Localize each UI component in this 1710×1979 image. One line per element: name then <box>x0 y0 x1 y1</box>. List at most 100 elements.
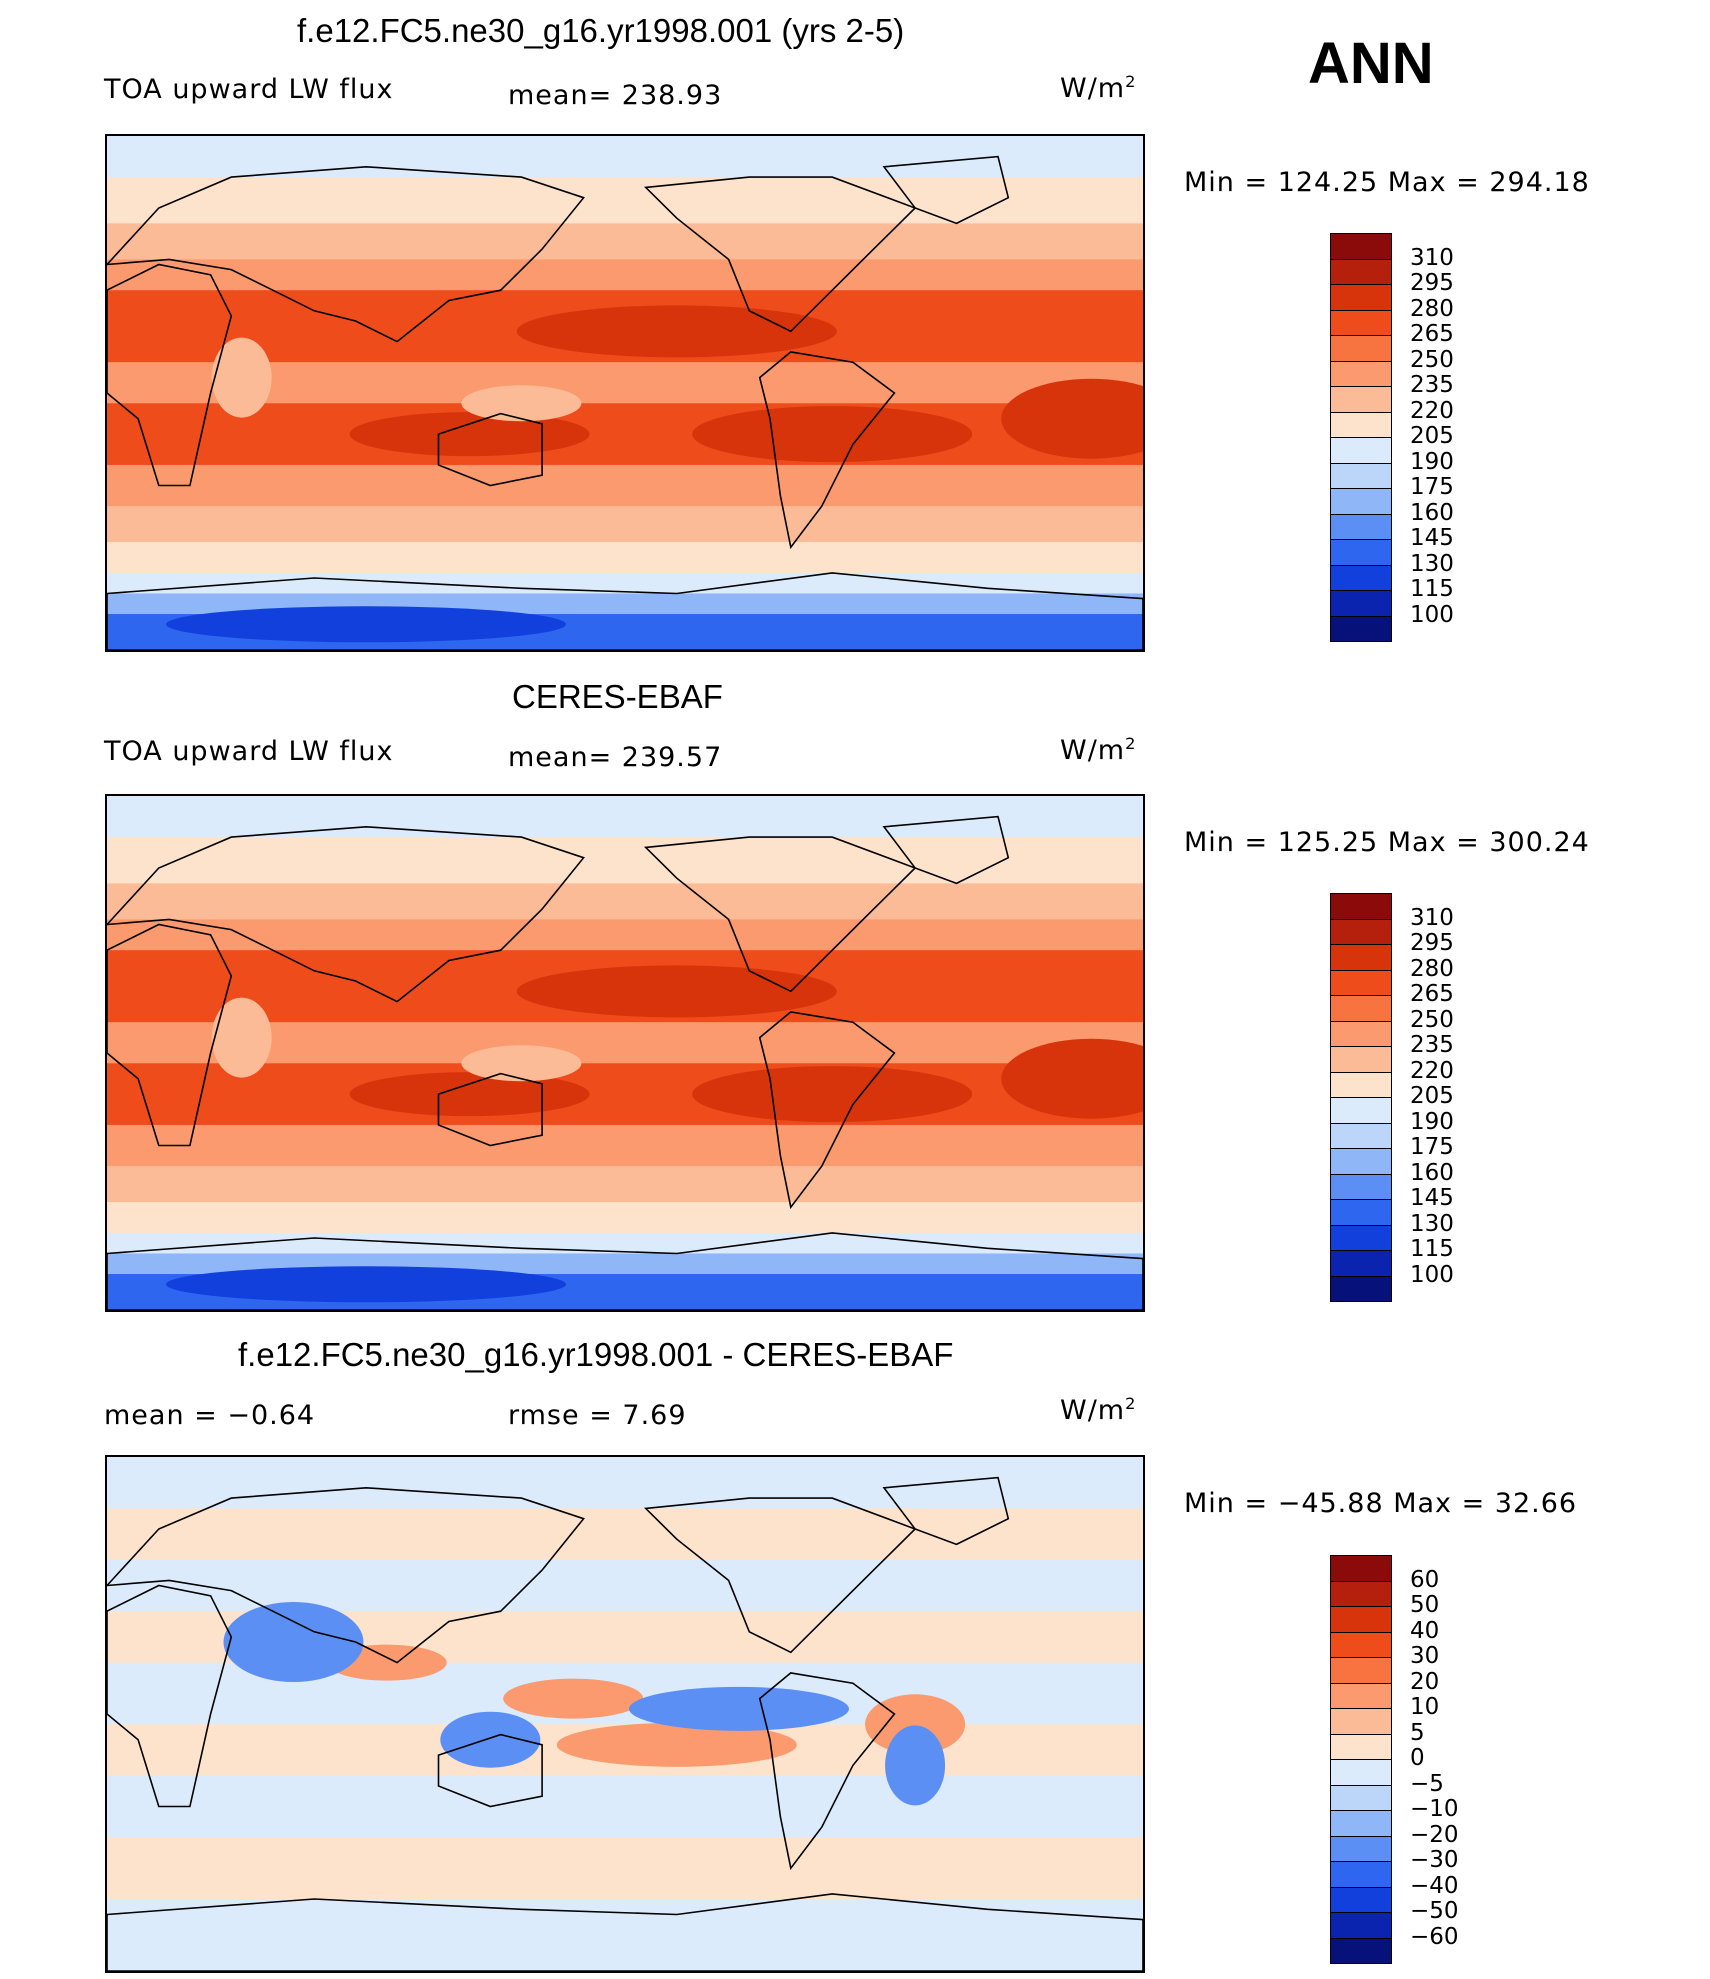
colorbar-swatch <box>1330 1657 1392 1683</box>
map-cool-blob <box>211 997 272 1078</box>
coastline <box>882 1476 1010 1546</box>
colorbar-swatch <box>1330 437 1392 463</box>
colorbar-tick-label: 0 <box>1410 1745 1425 1771</box>
coastline <box>107 165 585 343</box>
colorbar-swatch <box>1330 539 1392 565</box>
panel3-colorbar <box>1330 1555 1392 1964</box>
panel2-title: CERES-EBAF <box>512 678 723 715</box>
colorbar-tick-label: 160 <box>1410 499 1454 526</box>
map-color-band <box>107 464 1143 508</box>
panel2-map <box>105 794 1145 1312</box>
map-color-band <box>107 1837 1143 1901</box>
colorbar-tick-label: 115 <box>1410 1236 1454 1262</box>
map-color-band <box>107 1124 1143 1168</box>
map-negative-anomaly <box>440 1711 541 1768</box>
panel3-map <box>105 1455 1145 1973</box>
map-color-band <box>107 837 1143 885</box>
panel3-rmse-label: rmse = 7.69 <box>508 1400 687 1431</box>
map-negative-anomaly <box>885 1725 946 1806</box>
colorbar-swatch <box>1330 1835 1392 1861</box>
panel2-mean-label: mean= 239.57 <box>508 742 723 773</box>
colorbar-tick-label: 5 <box>1410 1719 1425 1746</box>
colorbar-swatch <box>1330 1759 1392 1785</box>
colorbar-swatch <box>1330 893 1392 919</box>
colorbar-tick-label: 265 <box>1410 981 1454 1007</box>
map-negative-anomaly <box>628 1686 849 1731</box>
season-label: ANN <box>1308 31 1434 96</box>
colorbar-swatch <box>1330 1020 1392 1046</box>
colorbar-swatch <box>1330 488 1392 514</box>
colorbar-swatch <box>1330 1173 1392 1199</box>
colorbar-swatch <box>1330 309 1392 335</box>
colorbar-swatch <box>1330 564 1392 590</box>
map-positive-anomaly <box>503 1678 644 1719</box>
colorbar-tick-label: 205 <box>1410 1083 1454 1109</box>
colorbar-swatch <box>1330 1682 1392 1708</box>
panel3-minmax: Min = −45.88 Max = 32.66 <box>1184 1488 1578 1519</box>
map-color-band <box>107 1457 1143 1510</box>
colorbar-tick-label: 10 <box>1410 1694 1440 1720</box>
colorbar-tick-label: 160 <box>1410 1159 1454 1186</box>
colorbar-swatch <box>1330 1784 1392 1810</box>
map-color-band <box>107 1063 1143 1126</box>
colorbar-tick-label: −20 <box>1410 1821 1459 1848</box>
coastline <box>107 1584 233 1808</box>
coastline <box>107 1486 585 1664</box>
colorbar-tick-label: −60 <box>1410 1923 1459 1950</box>
colorbar-tick-label: 310 <box>1410 244 1454 271</box>
colorbar-swatch <box>1330 1886 1392 1912</box>
map-cool-blob <box>211 337 272 418</box>
colorbar-tick-label: 130 <box>1410 1210 1454 1237</box>
coastline <box>107 263 233 487</box>
map-color-band <box>107 1202 1143 1234</box>
colorbar-tick-label: 100 <box>1410 1261 1454 1288</box>
map-positive-anomaly <box>865 1694 966 1755</box>
coastline <box>437 1072 543 1147</box>
colorbar-swatch <box>1330 411 1392 437</box>
colorbar-tick-label: 280 <box>1410 295 1454 322</box>
colorbar-swatch <box>1330 1275 1392 1302</box>
colorbar-tick-label: −5 <box>1410 1770 1444 1797</box>
colorbar-tick-label: 190 <box>1410 1108 1454 1135</box>
panel2-colorbar <box>1330 893 1392 1302</box>
map-cool-blob <box>461 1045 582 1082</box>
colorbar-tick-label: 115 <box>1410 576 1454 602</box>
map-color-band <box>107 1775 1143 1839</box>
colorbar-swatch <box>1330 1148 1392 1174</box>
coastline <box>882 155 1010 225</box>
colorbar-swatch <box>1330 1555 1392 1581</box>
colorbar-tick-label: 50 <box>1410 1592 1440 1618</box>
colorbar-tick-label: 145 <box>1410 525 1454 551</box>
colorbar-tick-label: 190 <box>1410 448 1454 475</box>
colorbar-swatch <box>1330 335 1392 361</box>
map-negative-anomaly <box>223 1602 364 1683</box>
colorbar-tick-label: 40 <box>1410 1617 1440 1644</box>
colorbar-swatch <box>1330 1097 1392 1123</box>
map-color-band <box>107 919 1143 952</box>
coastline <box>107 1893 1143 1971</box>
map-color-band <box>107 542 1143 574</box>
colorbar-tick-label: 20 <box>1410 1668 1440 1695</box>
coastline <box>437 412 543 487</box>
colorbar-tick-label: 250 <box>1410 1006 1454 1033</box>
colorbar-swatch <box>1330 284 1392 310</box>
map-color-band <box>107 223 1143 261</box>
colorbar-swatch <box>1330 360 1392 386</box>
colorbar-swatch <box>1330 1071 1392 1097</box>
colorbar-tick-label: −30 <box>1410 1847 1459 1873</box>
panel1-mean-label: mean= 238.93 <box>508 80 723 111</box>
colorbar-tick-label: 130 <box>1410 550 1454 577</box>
map-color-band <box>107 1508 1143 1561</box>
colorbar-swatch <box>1330 1733 1392 1759</box>
colorbar-swatch <box>1330 918 1392 944</box>
map-antarctic-blob <box>166 1266 566 1303</box>
colorbar-tick-label: 220 <box>1410 1057 1454 1084</box>
colorbar-tick-label: 265 <box>1410 321 1454 347</box>
colorbar-tick-label: 205 <box>1410 423 1454 449</box>
panel1-map <box>105 134 1145 652</box>
colorbar-swatch <box>1330 1199 1392 1225</box>
coastline <box>758 351 896 550</box>
colorbar-tick-label: 250 <box>1410 346 1454 373</box>
map-warm-blob <box>349 412 590 457</box>
colorbar-tick-label: 295 <box>1410 930 1454 956</box>
